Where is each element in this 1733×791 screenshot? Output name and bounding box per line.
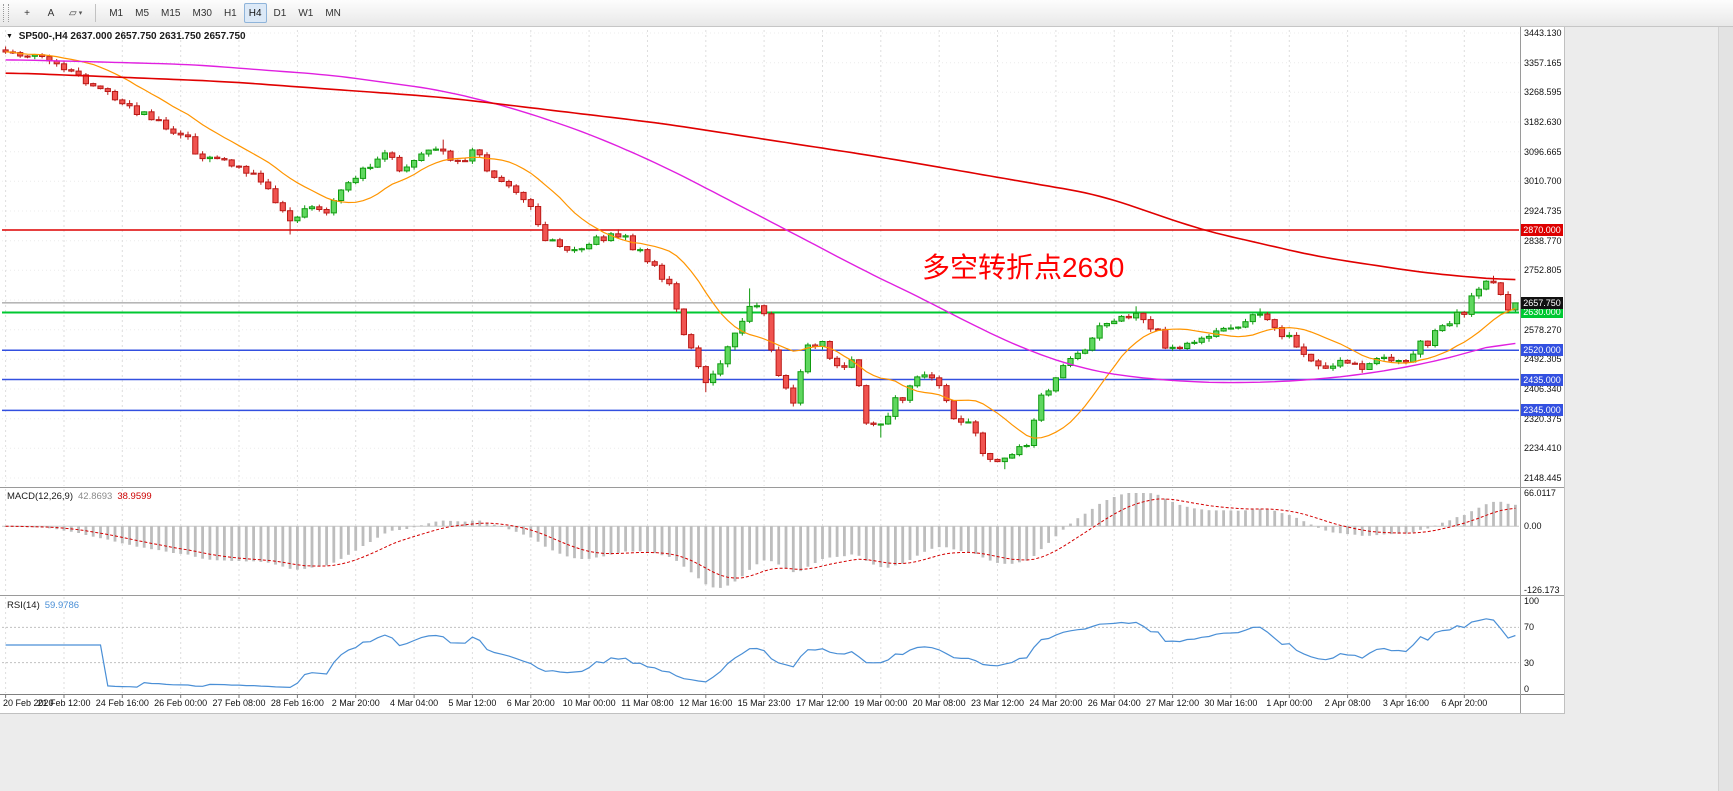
drawing-tools-group: + A ▱ ▾ xyxy=(15,3,88,23)
time-axis-label: 17 Mar 12:00 xyxy=(795,698,850,708)
timeframe-button-mn[interactable]: MN xyxy=(325,7,341,19)
timeframe-button-m5[interactable]: M5 xyxy=(135,7,150,19)
crosshair-tool[interactable]: + xyxy=(16,3,38,23)
ma-slow-line xyxy=(5,72,1516,281)
price-axis-label: 3096.665 xyxy=(1524,146,1562,157)
price-tag-2345.000[interactable]: 2345.000 xyxy=(1521,404,1563,417)
time-axis-label: 11 Mar 08:00 xyxy=(621,698,674,708)
shapes-tool-icon: ▱ xyxy=(69,7,77,19)
price-axis-label: 2838.770 xyxy=(1524,235,1562,246)
time-axis-label: 30 Mar 16:00 xyxy=(1204,698,1258,708)
time-axis-label: 21 Feb 12:00 xyxy=(37,698,91,708)
time-axis-label: 26 Mar 04:00 xyxy=(1087,698,1141,708)
rsi-title: RSI(14) xyxy=(7,600,40,611)
time-axis-label: 20 Mar 08:00 xyxy=(912,698,966,708)
price-axis-label: 2234.410 xyxy=(1524,443,1562,454)
macd-signal-line xyxy=(5,498,1516,579)
time-axis-label: 6 Apr 20:00 xyxy=(1441,698,1488,708)
text-label-tool-icon: A xyxy=(47,7,55,19)
time-axis-label: 24 Feb 16:00 xyxy=(95,698,149,708)
price-axis-label: 3443.130 xyxy=(1524,28,1562,38)
price-tag-2870.000[interactable]: 2870.000 xyxy=(1521,223,1563,236)
price-tag-2520.000[interactable]: 2520.000 xyxy=(1521,344,1563,357)
time-axis-label: 27 Feb 08:00 xyxy=(212,698,266,708)
macd-axis-label: 66.0117 xyxy=(1524,488,1556,498)
macd-axis-label: 0.00 xyxy=(1524,521,1542,532)
price-tag-2435.000[interactable]: 2435.000 xyxy=(1521,373,1563,386)
time-axis-label: 28 Feb 16:00 xyxy=(270,698,324,708)
rsi-axis-label: 70 xyxy=(1524,622,1535,633)
vertical-scrollbar[interactable] xyxy=(1718,0,1733,791)
rsi-value: 59.9786 xyxy=(44,600,80,611)
time-axis-label: 24 Mar 20:00 xyxy=(1029,698,1083,708)
time-axis-label: 2 Apr 08:00 xyxy=(1324,698,1371,708)
toolbar-separator xyxy=(95,4,97,22)
candlestick-series xyxy=(2,46,1519,470)
crosshair-tool-icon: + xyxy=(24,7,30,19)
collapse-triangle-icon[interactable]: ▼ xyxy=(6,33,13,40)
macd-main-value: 42.8693 xyxy=(78,491,113,502)
ohlc-values: 2637.000 2657.750 2631.750 2657.750 xyxy=(70,31,246,42)
price-tag-2630.000[interactable]: 2630.000 xyxy=(1521,306,1563,319)
price-axis-label: 2752.805 xyxy=(1524,265,1562,276)
timeframe-button-h4[interactable]: H4 xyxy=(243,3,267,23)
rsi-axis-label: 0 xyxy=(1524,684,1530,694)
time-axis-label: 2 Mar 20:00 xyxy=(331,698,380,708)
macd-axis-label: -126.173 xyxy=(1524,585,1560,595)
rsi-line xyxy=(5,618,1516,689)
timeframe-button-m15[interactable]: M15 xyxy=(161,7,181,19)
text-label-tool[interactable]: A xyxy=(40,3,62,23)
price-axis-label: 2492.305 xyxy=(1524,354,1562,365)
time-axis-label: 15 Mar 23:00 xyxy=(737,698,791,708)
caret-down-icon: ▾ xyxy=(78,10,83,17)
time-axis-label: 26 Feb 00:00 xyxy=(154,698,208,708)
top-toolbar: + A ▱ ▾ M1 M5 M15 M30 H1 H4 D1 W1 MN xyxy=(0,0,1733,27)
price-axis-label: 2148.445 xyxy=(1524,473,1562,483)
price-axis-label: 2406.340 xyxy=(1524,384,1562,394)
macd-indicator-label: MACD(12,26,9) 42.8693 38.9599 xyxy=(7,491,152,502)
time-axis-label: 1 Apr 00:00 xyxy=(1266,698,1313,708)
price-axis-label: 2578.270 xyxy=(1524,324,1562,335)
rsi-axis-label: 100 xyxy=(1524,596,1540,606)
timeframe-button-h1[interactable]: H1 xyxy=(223,7,237,19)
symbol-ohlc-readout: ▼ SP500-,H4 2637.000 2657.750 2631.750 2… xyxy=(6,31,246,42)
time-axis-label: 5 Mar 12:00 xyxy=(448,698,497,708)
timeframe-button-m1[interactable]: M1 xyxy=(109,7,124,19)
time-axis-label: 27 Mar 12:00 xyxy=(1146,698,1200,708)
timeframe-button-m30[interactable]: M30 xyxy=(192,7,212,19)
price-axis-label: 2320.375 xyxy=(1524,413,1562,424)
price-axis-label: 3268.595 xyxy=(1524,87,1562,98)
ma-fast-line xyxy=(5,51,1516,439)
time-axis-label: 10 Mar 00:00 xyxy=(562,698,616,708)
time-axis-label: 19 Mar 00:00 xyxy=(854,698,908,708)
symbol-label: SP500-,H4 xyxy=(18,31,68,42)
time-axis-label: 4 Mar 04:00 xyxy=(390,698,439,708)
price-axis-label: 2924.735 xyxy=(1524,206,1562,216)
rsi-indicator-label: RSI(14) 59.9786 xyxy=(7,600,79,611)
timeframe-button-d1[interactable]: D1 xyxy=(273,7,287,19)
macd-title: MACD(12,26,9) xyxy=(7,491,73,502)
ma-medium-line xyxy=(5,59,1516,384)
timeframe-group: M1 M5 M15 M30 H1 H4 D1 W1 MN xyxy=(103,3,347,23)
time-axis-label: 3 Apr 16:00 xyxy=(1382,698,1429,708)
price-axis-label: 3010.700 xyxy=(1524,176,1562,187)
toolbar-grip[interactable] xyxy=(3,4,9,22)
macd-signal-value: 38.9599 xyxy=(117,491,152,502)
time-axis-label: 23 Mar 12:00 xyxy=(971,698,1025,708)
chart-annotation-text[interactable]: 多空转折点2630 xyxy=(922,252,1125,283)
rsi-axis-label: 30 xyxy=(1524,657,1535,668)
price-axis-label: 3182.630 xyxy=(1524,117,1562,127)
macd-histogram xyxy=(4,493,1517,588)
price-axis-label: 3357.165 xyxy=(1524,57,1562,68)
timeframe-button-w1[interactable]: W1 xyxy=(298,7,314,19)
shapes-tool[interactable]: ▱ ▾ xyxy=(64,3,87,23)
time-axis-label: 12 Mar 16:00 xyxy=(679,698,733,708)
current-price-tag: 2657.750 xyxy=(1521,296,1563,309)
time-axis-label: 20 Feb 2020 xyxy=(3,698,54,708)
time-axis-label: 6 Mar 20:00 xyxy=(506,698,555,708)
